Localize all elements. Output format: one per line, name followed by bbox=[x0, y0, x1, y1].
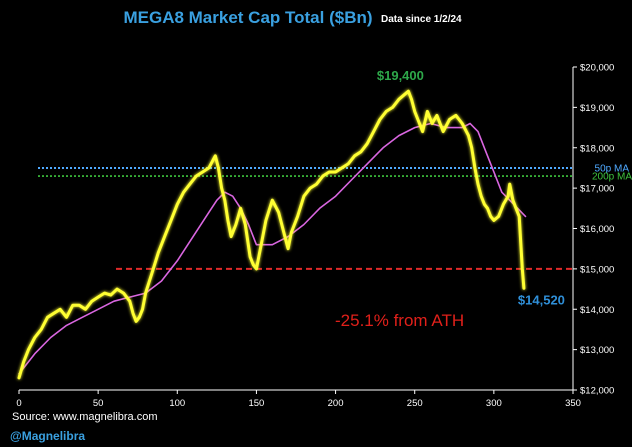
y-tick-label: $16,000 bbox=[580, 224, 614, 235]
x-tick-label: 50 bbox=[93, 398, 104, 409]
x-tick-label: 150 bbox=[248, 398, 264, 409]
ma50-label: 50p MA bbox=[595, 163, 630, 174]
y-tick-label: $12,000 bbox=[580, 386, 614, 397]
ma-series-line bbox=[18, 122, 527, 375]
chart-subtitle: Data since 1/2/24 bbox=[381, 14, 462, 25]
handle-credit: @Magnelibra bbox=[10, 429, 85, 443]
y-tick-label: $14,000 bbox=[580, 305, 614, 316]
x-tick-label: 100 bbox=[169, 398, 185, 409]
x-tick-label: 350 bbox=[565, 398, 581, 409]
y-tick-label: $13,000 bbox=[580, 345, 614, 356]
y-tick-label: $19,000 bbox=[580, 103, 614, 114]
x-tick-label: 0 bbox=[16, 398, 21, 409]
x-tick-label: 300 bbox=[486, 398, 502, 409]
y-tick-label: $18,000 bbox=[580, 143, 614, 154]
drawdown-label: -25.1% from ATH bbox=[335, 311, 464, 330]
source-credit: Source: www.magnelibra.com bbox=[12, 411, 158, 423]
current-value-label: $14,520 bbox=[518, 292, 565, 307]
price-series-line bbox=[17, 89, 526, 380]
x-tick-label: 200 bbox=[328, 398, 344, 409]
y-tick-label: $17,000 bbox=[580, 184, 614, 195]
reference-lines bbox=[38, 166, 573, 270]
y-tick-label: $15,000 bbox=[580, 264, 614, 275]
y-axis: $12,000 $13,000 $14,000 $15,000 $16,000 $17,0… bbox=[572, 63, 614, 397]
chart-title: MEGA8 Market Cap Total ($Bn) bbox=[123, 8, 372, 27]
ma200-label: 200p MA bbox=[592, 172, 632, 183]
ath-value-label: $19,400 bbox=[377, 68, 424, 83]
x-axis: 0 50 100 150 200 250 300 350 bbox=[16, 389, 581, 409]
series-layer bbox=[17, 89, 527, 380]
x-tick-label: 250 bbox=[407, 398, 423, 409]
y-tick-label: $20,000 bbox=[580, 63, 614, 74]
